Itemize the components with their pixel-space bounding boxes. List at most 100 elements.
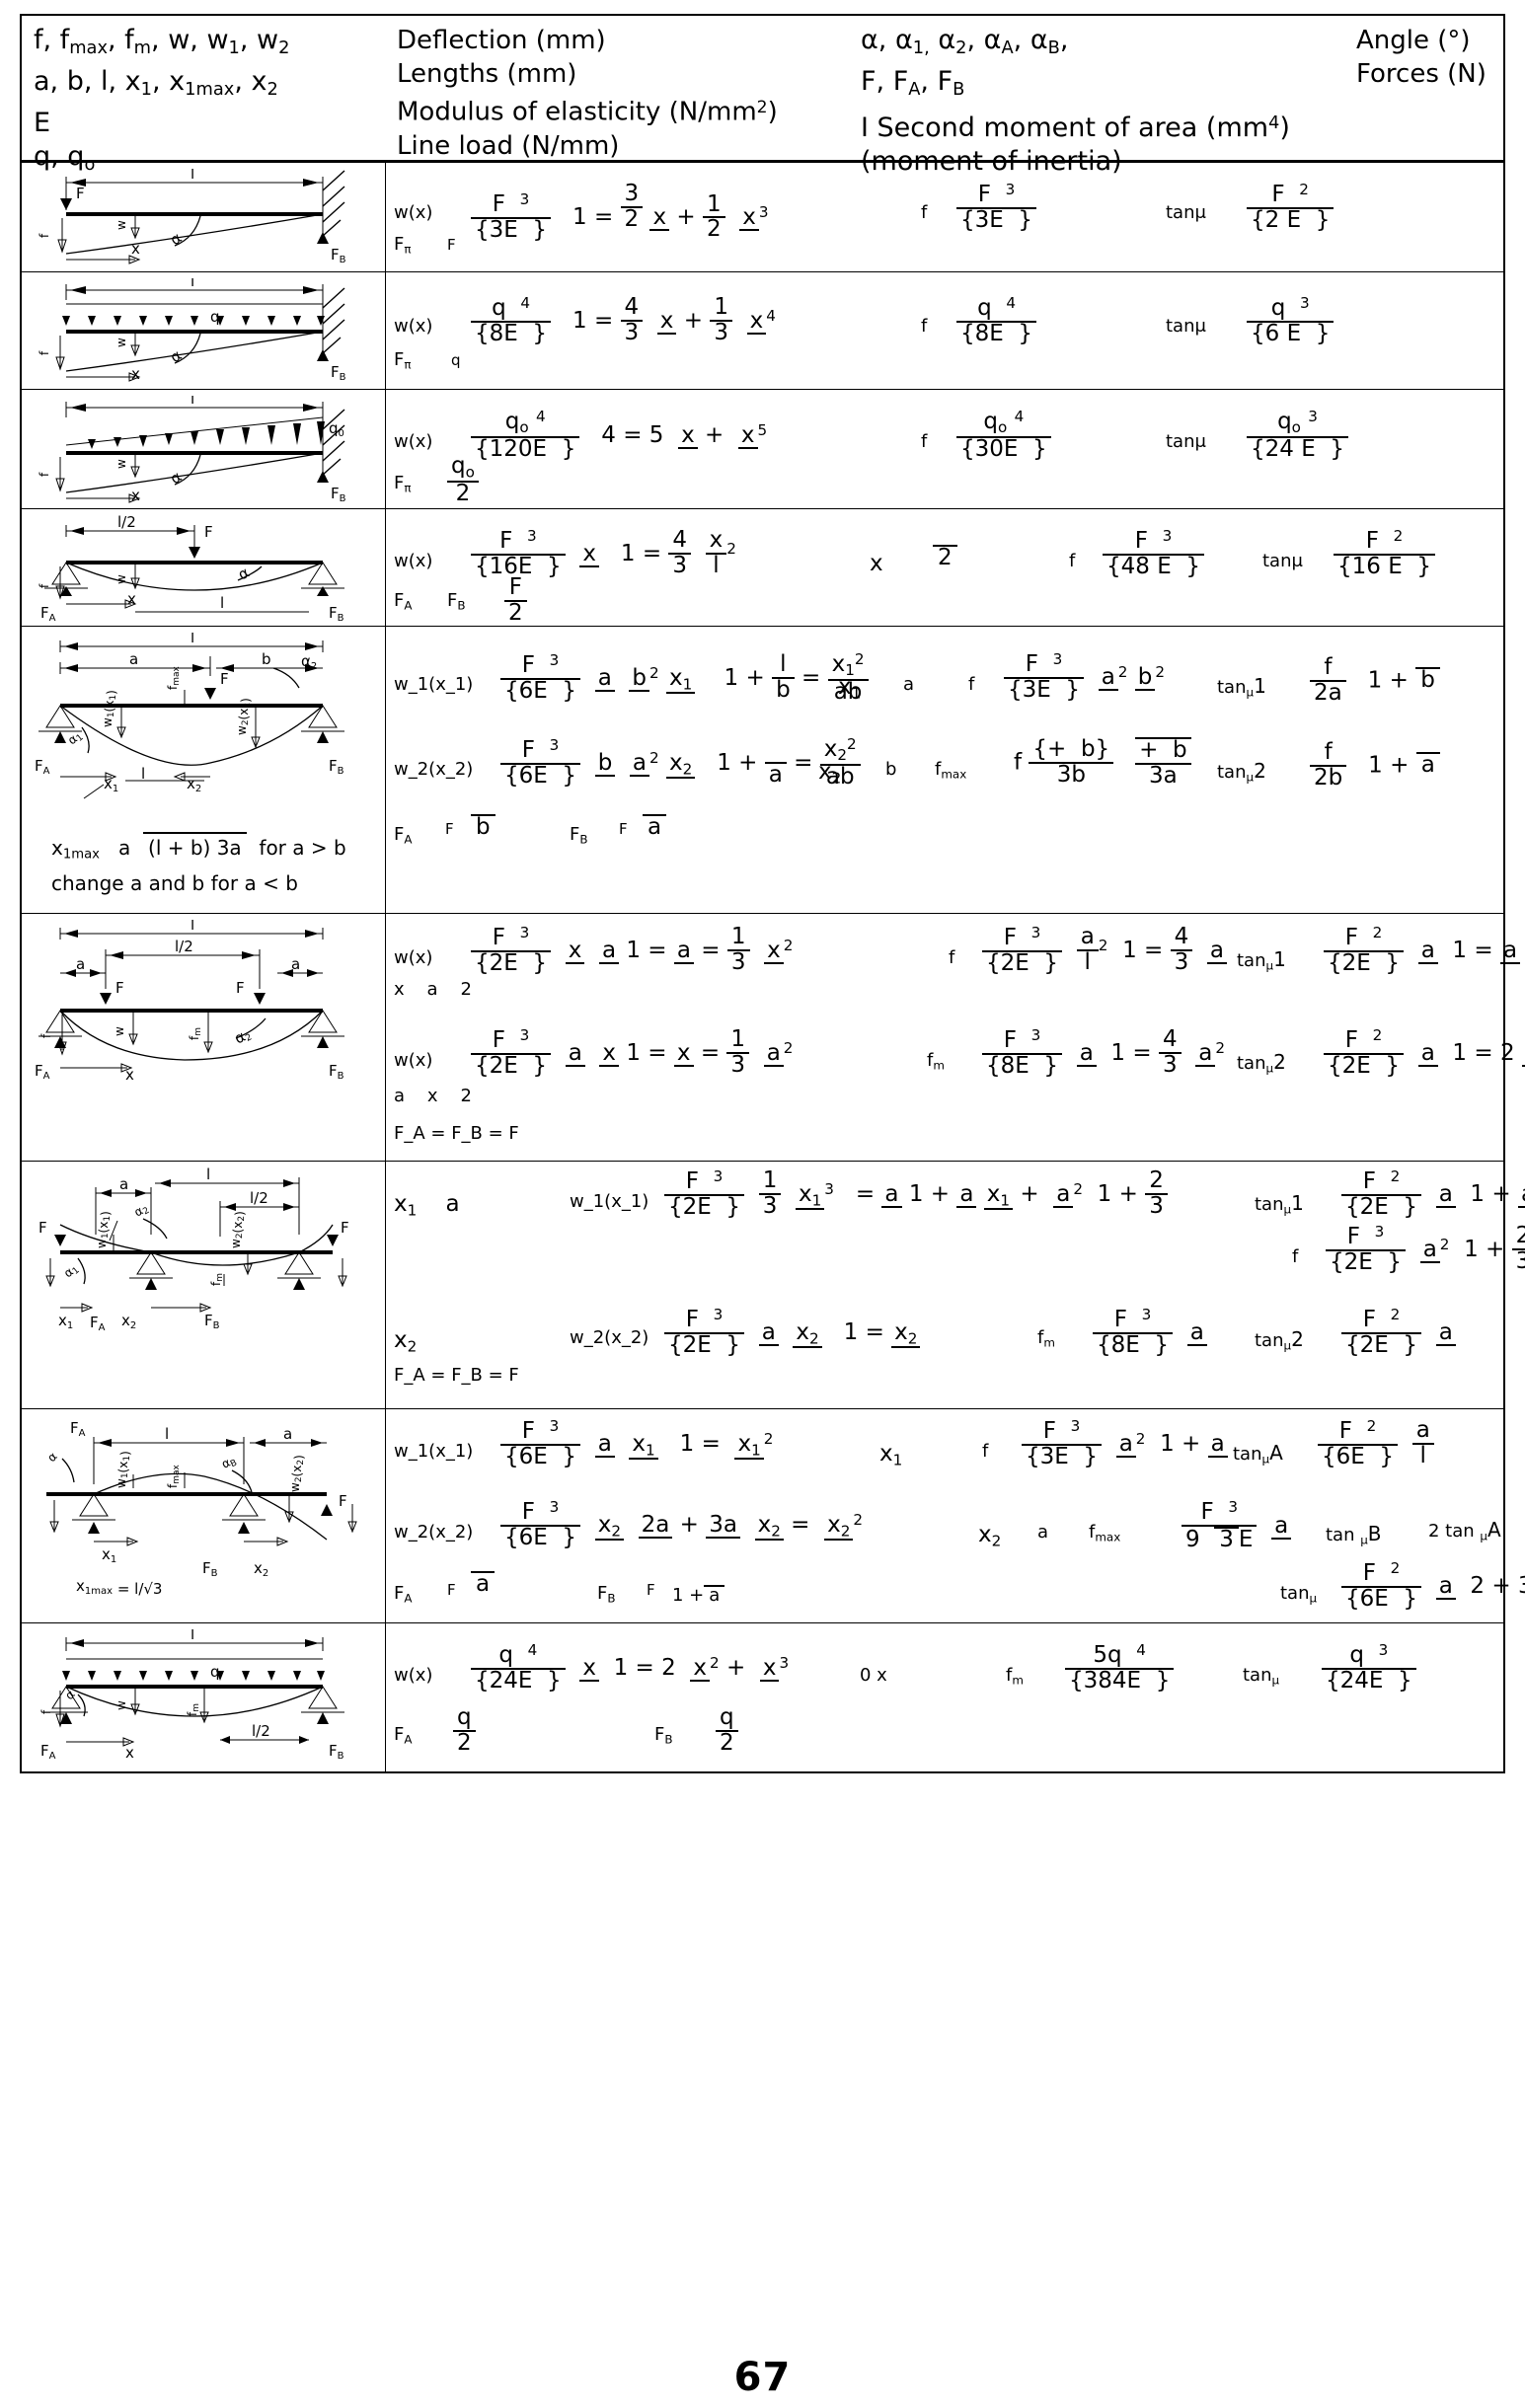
svg-text:α: α — [235, 564, 253, 584]
formula-label-fm: fm — [1006, 1665, 1024, 1688]
svg-text:FA: FA — [70, 1419, 86, 1439]
svg-text:w: w — [114, 338, 128, 347]
svg-text:fmax: fmax — [166, 1464, 182, 1488]
svg-text:FB: FB — [329, 604, 344, 622]
formula-label-f: f — [968, 674, 975, 695]
svg-text:FA: FA — [90, 1314, 106, 1333]
svg-text:a: a — [283, 1425, 292, 1443]
figure-cell-simple-beam-two-loads-b: a l l/2 F F w1(x1) — [20, 1161, 386, 1409]
formula-fb-expr: a — [643, 814, 667, 839]
legend-symbols-right: α, α1, α2, αA, αB, F, FA, FB I Second mo… — [861, 24, 1356, 182]
legend-header: f, fmax, fm, w, w1, w2 a, b, l, x1, x1ma… — [20, 14, 1505, 177]
formula-tan2-expr: f 2b 1 + a — [1310, 740, 1440, 790]
svg-text:fm: fm — [188, 1027, 203, 1040]
table-row: l q f w — [20, 1622, 1505, 1773]
svg-text:FB: FB — [329, 757, 344, 777]
diagram-simple-beam-center-load: l/2 F f w x α — [27, 515, 380, 622]
formula-f-expr: F 3{2E } a2 1 + 23 a — [1326, 1224, 1525, 1275]
table-row: l q0 — [20, 389, 1505, 509]
formula-label-f: f — [1292, 1246, 1299, 1267]
formula-f-expr: F 3 {3E } — [956, 182, 1037, 233]
formula-label-fpi: Fπ — [394, 234, 412, 257]
formula-label-w1: w_1(x_1) — [570, 1191, 649, 1212]
formula-tan-expr: q 3 {6 E } — [1247, 295, 1334, 346]
formula-label-tan: tanμ — [1166, 202, 1206, 223]
svg-text:l: l — [220, 594, 224, 612]
formula-fb-expr: 1 + a — [672, 1585, 725, 1605]
svg-text:l: l — [191, 1629, 194, 1643]
svg-text:w2(x2): w2(x2) — [288, 1455, 306, 1492]
formula-fm-expr: F 3 {8E } a — [1093, 1307, 1207, 1358]
svg-text:x2: x2 — [121, 1312, 136, 1331]
formula-cell-overhanging-beam: w_1(x_1) F 3 {6E } a x1 1 = x12 x1 f F 3{… — [385, 1408, 1525, 1623]
legend-desc-lengths: Lengths (mm) — [397, 59, 577, 89]
formula-label-fb: FB — [654, 1724, 673, 1747]
svg-text:a: a — [129, 650, 138, 668]
svg-text:w: w — [114, 1700, 128, 1710]
table-row: l l/2 a a F F — [20, 913, 1525, 1162]
svg-text:w1(x1): w1(x1) — [101, 690, 118, 727]
svg-text:α2: α2 — [132, 1201, 152, 1222]
legend-sym-modulus: E — [34, 107, 51, 138]
formula-label-w1: w_1(x_1) — [394, 674, 474, 695]
svg-text:fmax: fmax — [166, 665, 182, 690]
svg-text:f: f — [38, 233, 51, 238]
diagram-overhanging-beam: FA l a F α w1(x1) f — [27, 1415, 380, 1603]
formula-x2-range: x2 — [394, 1327, 418, 1356]
formula-range: 0 x — [860, 1665, 887, 1686]
formula-label-fpi: Fπ — [394, 349, 412, 372]
formula-tan2-expr: F 2 {2E } a — [1341, 1307, 1456, 1358]
svg-text:l: l — [141, 765, 145, 783]
formula-f-expr: q 4 {8E } — [956, 295, 1037, 346]
svg-text:x: x — [131, 365, 140, 383]
diagram-simple-beam-two-loads: l l/2 a a F F — [27, 920, 380, 1097]
legend-desc-right: Angle (°) Forces (N) — [1356, 24, 1514, 182]
formula-label-f: f — [921, 316, 928, 337]
formula-label-fb: FB — [447, 590, 466, 613]
formula-range-1: x a 2 — [394, 979, 472, 1000]
table-row: l a b F α2 α1 w1(x1 — [20, 626, 1505, 914]
svg-text:FB: FB — [331, 363, 346, 383]
legend-sym-lengths: a, b, l, x1, x1max, x2 — [34, 65, 278, 100]
svg-text:αB: αB — [219, 1453, 239, 1472]
svg-text:l: l — [191, 169, 194, 183]
formula-label-f: f — [921, 431, 928, 452]
figure-cell-simple-beam-offset-load: l a b F α2 α1 w1(x1 — [20, 626, 386, 914]
svg-text:f: f — [38, 472, 51, 477]
formula-fmax-expr: f {+ b} 3b + b 3a — [1014, 737, 1191, 789]
formula-label-f: f — [982, 1441, 989, 1462]
figure-note-x1max: x1max a (l + b) 3a for a > b change a an… — [51, 832, 346, 897]
formula-tan-expr: F 2 {16 E } — [1334, 528, 1435, 579]
svg-text:x1max = l/√3: x1max = l/√3 — [76, 1577, 162, 1598]
legend-desc-modulus: Modulus of elasticity (N/mm2) — [397, 97, 778, 127]
table-row: a l l/2 F F w1(x1) — [20, 1161, 1525, 1409]
legend-desc-deflection: Deflection (mm) — [397, 26, 606, 55]
note-line-2: change a and b for a < b — [51, 871, 298, 895]
formula-label-tan: tanμ — [1166, 316, 1206, 337]
formula-w2-expr: F 3 {2E } a x2 1 = x2 — [664, 1307, 921, 1358]
formula-f-expr: qo 4 {30E } — [956, 409, 1051, 462]
svg-text:FA: FA — [40, 604, 56, 622]
formula-label-f: f — [949, 947, 955, 968]
legend-desc-left: Deflection (mm) Lengths (mm) Modulus of … — [397, 24, 861, 182]
svg-text:α: α — [44, 1450, 60, 1466]
formula-label-fpi: Fπ — [394, 473, 412, 495]
diagram-simple-beam-offset-load: l a b F α2 α1 w1(x1 — [27, 633, 380, 840]
svg-text:FB: FB — [202, 1559, 218, 1579]
svg-text:w2(x2): w2(x2) — [235, 698, 253, 735]
figure-cell-simple-beam-two-loads: l l/2 a a F F — [20, 913, 386, 1162]
svg-text:q: q — [210, 1663, 220, 1681]
svg-text:FB: FB — [329, 1742, 344, 1762]
formula-fb-f: F — [619, 820, 628, 838]
formula-b-term: b — [885, 759, 897, 780]
formula-fa-f: F — [447, 1581, 456, 1599]
